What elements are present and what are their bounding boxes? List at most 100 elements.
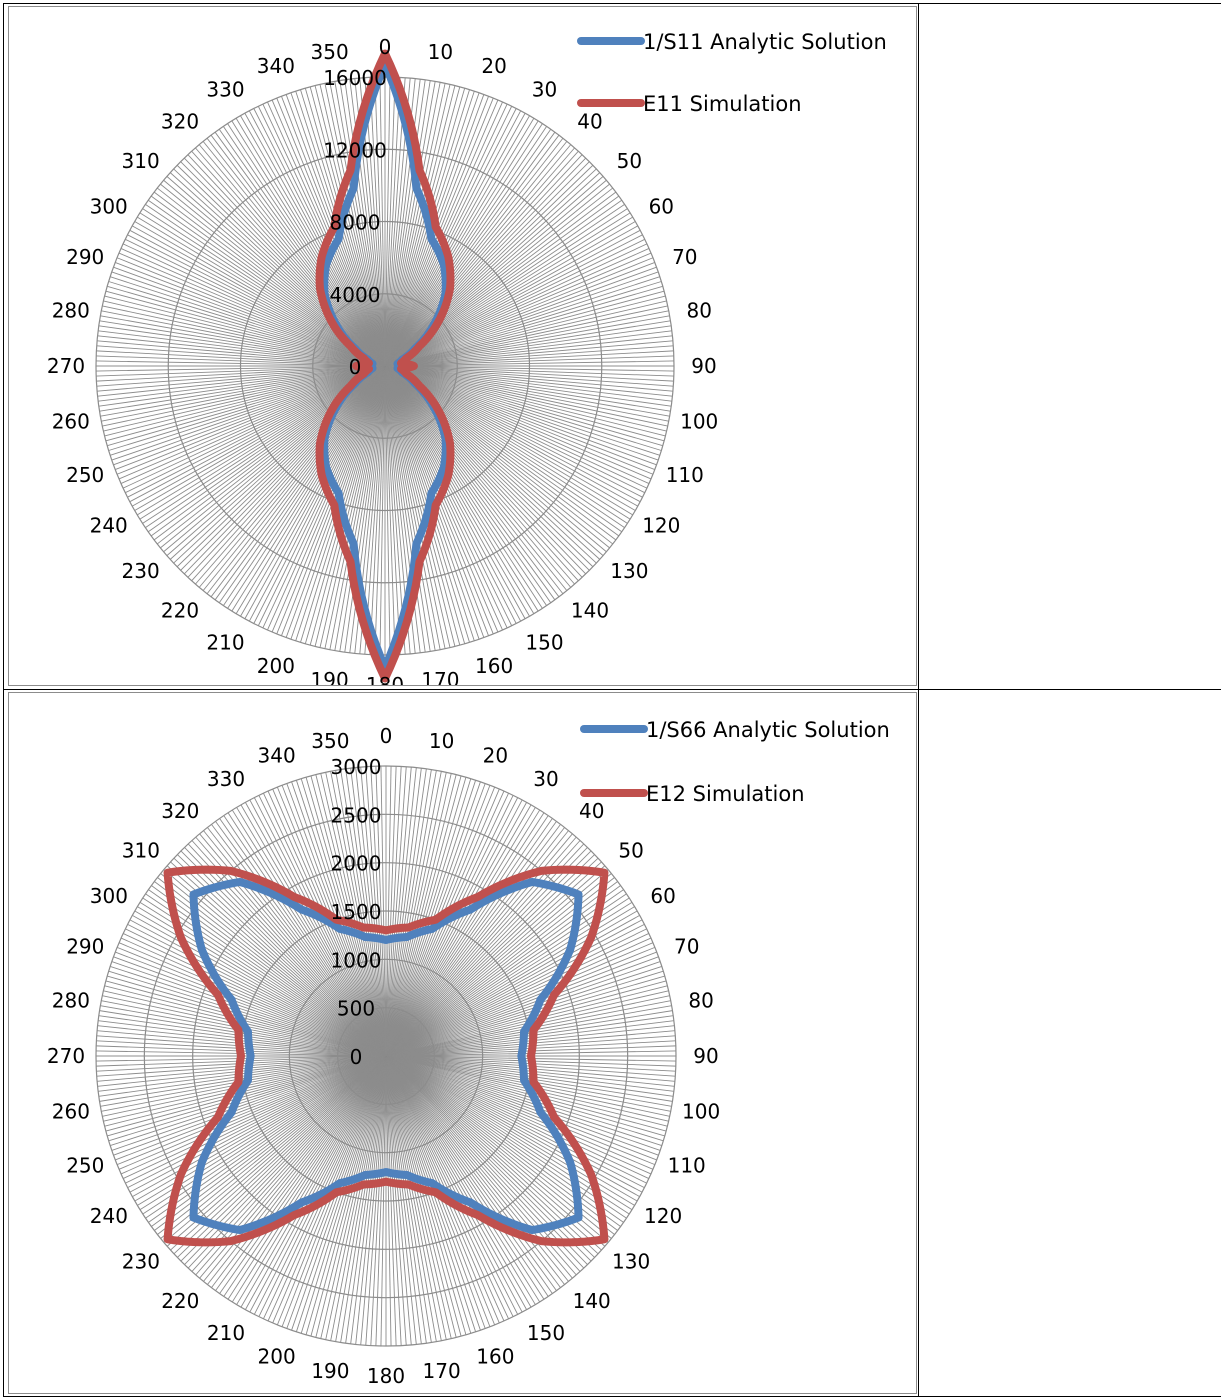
- angle-tick-label: 50: [618, 838, 643, 862]
- grid-spoke: [148, 1055, 387, 1223]
- grid-spoke: [215, 1055, 387, 1291]
- grid-spoke: [257, 365, 386, 626]
- grid-spoke: [330, 1055, 387, 1341]
- grid-spoke: [384, 315, 670, 367]
- grid-spoke: [253, 365, 386, 624]
- angle-tick-label: 270: [47, 1044, 85, 1068]
- grid-spoke: [180, 365, 386, 571]
- grid-spoke: [369, 77, 386, 367]
- grid-spoke: [385, 1055, 630, 1215]
- grid-spoke: [385, 767, 412, 1057]
- grid-spoke: [385, 1055, 588, 1265]
- grid-spoke: [108, 281, 386, 367]
- angle-tick-label: 140: [573, 1289, 611, 1313]
- grid-spoke: [385, 807, 536, 1057]
- grid-spoke: [384, 365, 674, 377]
- grid-spoke: [384, 365, 650, 484]
- grid-spoke: [384, 365, 556, 601]
- grid-spoke: [385, 1055, 549, 1297]
- grid-spoke: [231, 1055, 387, 1303]
- grid-spoke: [385, 1055, 452, 1339]
- grid-spoke: [374, 77, 386, 367]
- grid-spoke: [96, 345, 386, 367]
- grid-spoke: [111, 961, 387, 1057]
- grid-spoke: [385, 893, 627, 1057]
- grid-spoke: [132, 1055, 387, 1197]
- grid-spoke: [384, 305, 668, 367]
- grid-spoke: [384, 365, 673, 397]
- grid-spoke: [100, 315, 386, 367]
- grid-spoke: [223, 365, 386, 606]
- grid-spoke: [191, 1055, 387, 1272]
- grid-spoke: [329, 82, 386, 367]
- grid-spoke: [105, 290, 386, 367]
- grid-spoke: [385, 1055, 523, 1313]
- grid-spoke: [98, 330, 386, 367]
- grid-spoke: [183, 157, 386, 367]
- grid-spoke: [384, 271, 659, 367]
- angle-tick-label: 320: [161, 110, 199, 134]
- radial-tick-label: 0: [350, 1045, 363, 1069]
- angle-tick-label: 0: [380, 724, 393, 748]
- grid-spoke: [384, 252, 652, 367]
- grid-spoke: [384, 365, 406, 655]
- grid-spoke: [249, 799, 387, 1057]
- chart-cell-2: 0 10 20 30 40 50 60 70 80 90 100 110 120 130 140 150 160…: [3, 689, 919, 1397]
- grid-spoke: [385, 772, 447, 1057]
- grid-spoke: [249, 1055, 387, 1313]
- angle-tick-label: 260: [52, 409, 90, 433]
- angle-tick-label: 340: [257, 54, 295, 78]
- grid-spoke: [384, 365, 645, 494]
- series-line-2: [163, 865, 609, 1247]
- grid-spoke: [231, 365, 386, 612]
- grid-spoke: [110, 965, 387, 1057]
- series-line-2: [315, 49, 455, 683]
- grid-spoke: [107, 285, 386, 367]
- angle-tick-label: 30: [532, 78, 557, 102]
- grid-spoke: [319, 84, 386, 367]
- empty-cell-2: [918, 689, 1221, 1397]
- grid-spoke: [111, 1055, 387, 1151]
- angle-tick-label: 230: [122, 1250, 160, 1274]
- grid-spoke: [385, 1055, 536, 1305]
- grid-spoke: [385, 1055, 407, 1346]
- grid-spoke: [385, 1055, 581, 1272]
- grid-spoke: [384, 262, 655, 367]
- grid-spoke: [96, 365, 386, 387]
- grid-spoke: [385, 1055, 624, 1223]
- grid-spoke: [97, 340, 386, 367]
- grid-spoke: [227, 812, 387, 1057]
- angle-tick-label: 210: [206, 630, 244, 654]
- grid-spoke: [384, 365, 672, 407]
- grid-spoke: [350, 768, 387, 1057]
- grid-spoke: [384, 365, 668, 427]
- grid-spoke: [384, 365, 391, 655]
- grid-spoke: [385, 766, 397, 1057]
- grid-spoke: [253, 797, 387, 1057]
- grid-spoke: [187, 154, 386, 367]
- grid-spoke: [379, 365, 386, 655]
- angle-tick-label: 210: [207, 1321, 245, 1345]
- grid-spoke: [125, 238, 386, 367]
- grid-spoke: [384, 234, 643, 367]
- grid-spoke: [304, 365, 386, 644]
- grid-spoke: [385, 821, 557, 1057]
- grid-spoke: [385, 1055, 557, 1291]
- grid-spoke: [248, 110, 386, 367]
- grid-spoke: [384, 360, 674, 367]
- grid-spoke: [385, 768, 427, 1057]
- grid-spoke: [384, 84, 451, 367]
- angle-tick-label: 100: [680, 409, 718, 433]
- grid-spoke: [365, 766, 387, 1057]
- grid-spoke: [385, 1055, 602, 1251]
- grid-spoke: [385, 1055, 585, 1269]
- grid-spoke: [103, 300, 386, 367]
- grid-spoke: [340, 769, 387, 1057]
- grid-spoke: [163, 869, 387, 1057]
- grid-spoke: [385, 928, 647, 1057]
- angle-tick-label: 200: [258, 1345, 296, 1369]
- grid-spoke: [122, 1055, 387, 1179]
- grid-spoke: [385, 804, 532, 1057]
- radial-tick-label: 3000: [331, 755, 382, 779]
- grid-spoke: [98, 325, 386, 367]
